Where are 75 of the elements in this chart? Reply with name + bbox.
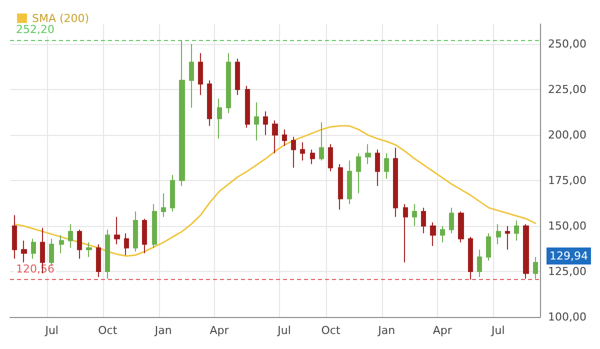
candlestick <box>421 207 426 234</box>
candlestick <box>31 238 36 260</box>
text: 129,94 <box>550 250 588 263</box>
candlestick <box>486 232 491 262</box>
x-tick-label: Jan <box>377 324 396 337</box>
candlestick <box>338 164 343 210</box>
candlestick <box>468 236 473 280</box>
candlestick <box>21 240 27 263</box>
candlestick <box>347 160 352 205</box>
x-tick-label: Jan <box>154 324 172 337</box>
candlestick <box>235 58 240 96</box>
candlestick <box>142 218 147 254</box>
candlestick <box>263 110 268 136</box>
candlestick <box>86 242 92 258</box>
x-tick-label: Oct <box>98 324 118 337</box>
candlestick <box>319 122 324 161</box>
candlestick <box>282 129 287 146</box>
candlestick <box>68 224 73 248</box>
candlestick <box>114 216 120 245</box>
y-tick-label: 175,00 <box>548 174 586 188</box>
candlestick <box>12 214 17 260</box>
line-series <box>14 125 536 257</box>
candlestick <box>179 40 185 186</box>
candlestick <box>310 149 315 165</box>
candlestick <box>198 52 203 96</box>
candlestick <box>217 98 222 140</box>
x-tick-label: Jul <box>490 324 505 337</box>
candlestick <box>477 249 482 278</box>
legend-label: SMA (200) <box>32 12 90 25</box>
x-tick-label: Apr <box>432 324 452 337</box>
y-tick-label: 250,00 <box>548 38 586 51</box>
candlestick <box>59 234 64 254</box>
candlestick <box>328 144 333 172</box>
candlestick <box>365 144 371 165</box>
candlestick <box>412 204 417 227</box>
candlestick <box>393 147 398 218</box>
candlestick <box>124 232 129 256</box>
candlestick <box>356 152 361 194</box>
ref-line-label: 252,20 <box>16 23 54 36</box>
candlestick <box>207 80 212 126</box>
candlestick <box>458 210 464 243</box>
candlestick <box>496 224 501 245</box>
y-tick-label: 200,00 <box>548 128 586 142</box>
candlestick <box>272 120 278 154</box>
y-tick-label: 125,00 <box>548 265 586 278</box>
candlestick <box>533 256 538 280</box>
candlestick <box>505 226 510 250</box>
candlestick <box>430 222 436 247</box>
candlestick <box>105 229 110 280</box>
candlestick <box>77 229 82 260</box>
x-tick-label: Jul <box>44 324 58 337</box>
candlestick <box>96 244 101 278</box>
candlestick <box>375 149 380 186</box>
candlestick <box>403 204 408 263</box>
candlestick <box>300 142 305 161</box>
y-tick-label: 100,00 <box>548 310 586 324</box>
candlestick <box>523 224 529 280</box>
x-tick-label: Oct <box>321 324 341 337</box>
candlestick <box>254 102 259 141</box>
candlestick <box>170 174 175 212</box>
x-tick-label: Apr <box>210 324 230 337</box>
candlestick <box>133 210 138 252</box>
candlestick <box>440 226 445 243</box>
candlestick <box>384 152 389 180</box>
candlestick <box>449 207 454 234</box>
candlestick <box>161 192 166 218</box>
candlestick <box>189 44 194 108</box>
candlestick <box>152 204 157 248</box>
candlestick <box>226 52 231 114</box>
candlestick <box>291 136 296 168</box>
y-tick-label: 150,00 <box>548 220 586 233</box>
y-tick-label: 225,00 <box>548 83 586 96</box>
x-tick-label: Jul <box>276 324 291 337</box>
candlestick <box>514 220 519 242</box>
candlestick <box>245 85 250 128</box>
